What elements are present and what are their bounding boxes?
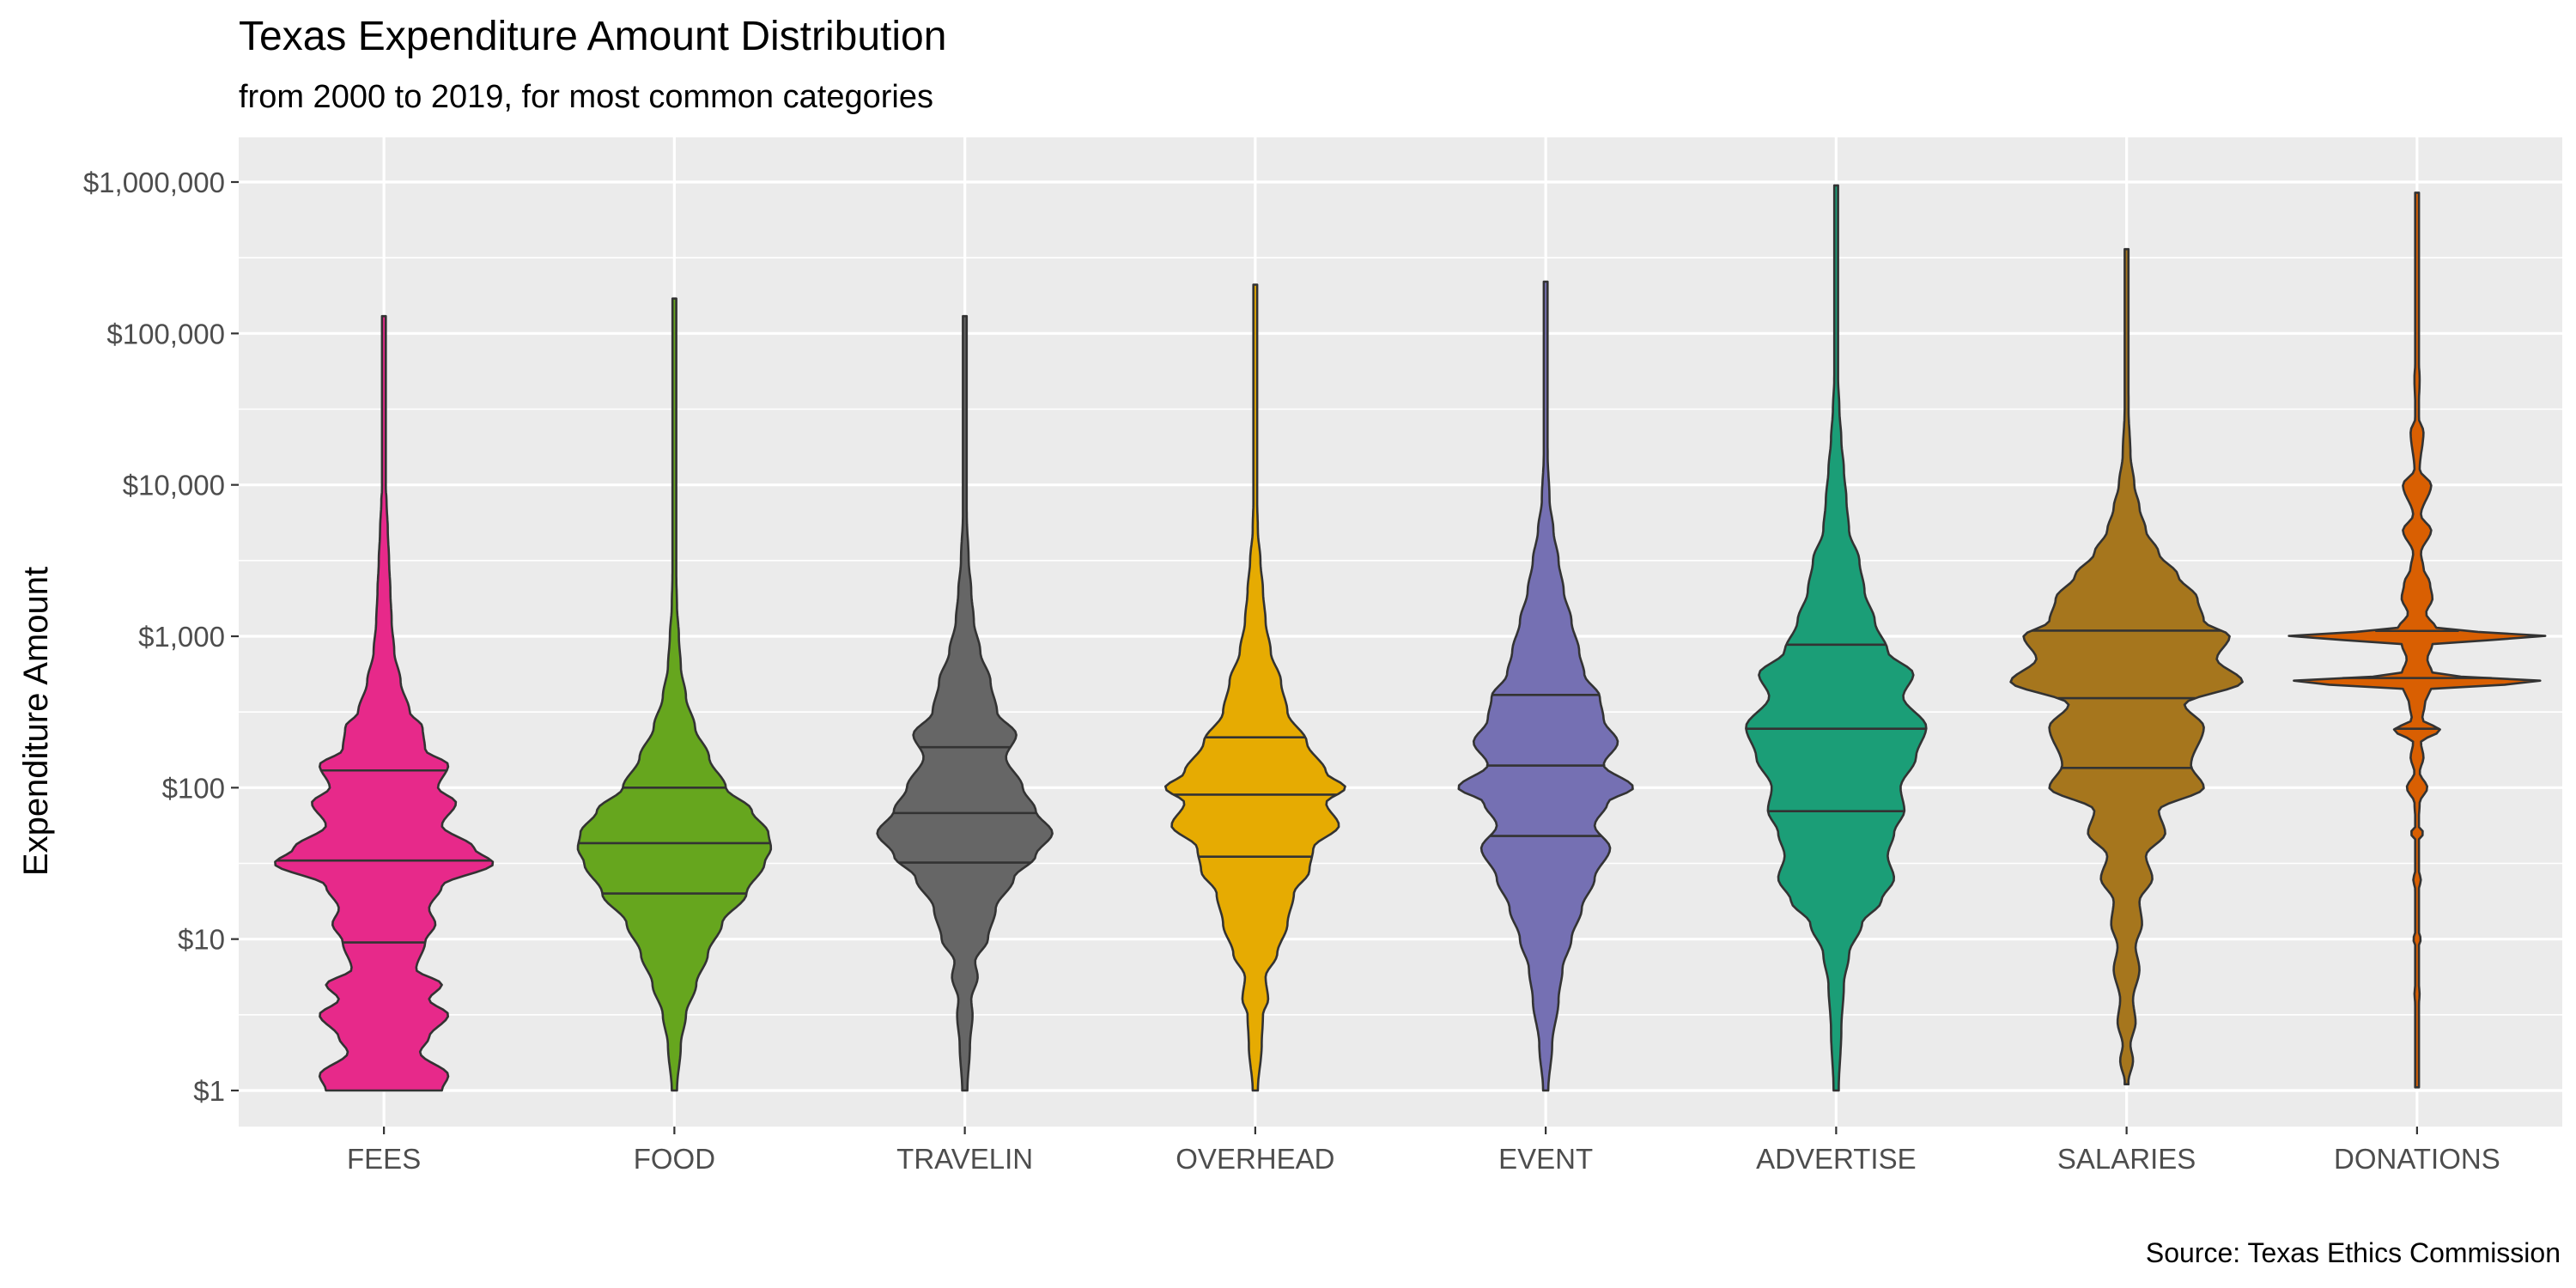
x-tick-label: TRAVELIN bbox=[896, 1143, 1033, 1175]
violin-food bbox=[576, 297, 773, 1092]
x-axis-ticks: FEES FOOD TRAVELIN OVERHEAD EVENT ADVERTISE SA… bbox=[347, 1127, 2500, 1175]
x-tick-label: FEES bbox=[347, 1143, 421, 1175]
x-tick-label: EVENT bbox=[1498, 1143, 1593, 1175]
y-tick-label: $1,000,000 bbox=[83, 167, 225, 198]
y-axis-label: Expenditure Amount bbox=[17, 567, 55, 876]
x-tick-label: OVERHEAD bbox=[1176, 1143, 1334, 1175]
violin-overhead bbox=[1164, 283, 1346, 1092]
violins bbox=[274, 184, 2547, 1092]
violin-body bbox=[2287, 191, 2547, 1089]
y-axis-ticks: $1 $10 $100 $1,000 $10,000 $100,000 $1,000,000 bbox=[83, 167, 239, 1107]
x-tick-label: SALARIES bbox=[2057, 1143, 2196, 1175]
y-tick-label: $1 bbox=[193, 1075, 225, 1107]
violin-body bbox=[274, 314, 495, 1092]
y-tick-label: $100 bbox=[162, 772, 225, 804]
x-tick-label: ADVERTISE bbox=[1756, 1143, 1916, 1175]
violin-body bbox=[1745, 184, 1928, 1092]
violin-body bbox=[1164, 283, 1346, 1092]
violin-event bbox=[1457, 280, 1634, 1092]
x-tick-label: FOOD bbox=[634, 1143, 715, 1175]
violin-body bbox=[876, 314, 1054, 1092]
chart-caption: Source: Texas Ethics Commission bbox=[2146, 1237, 2561, 1268]
violin-travelin bbox=[876, 314, 1054, 1092]
violin-fees bbox=[274, 314, 495, 1092]
violin-body bbox=[1457, 280, 1634, 1092]
y-tick-label: $1,000 bbox=[138, 621, 225, 653]
x-tick-label: DONATIONS bbox=[2334, 1143, 2500, 1175]
violin-advertise bbox=[1745, 184, 1928, 1092]
y-tick-label: $10,000 bbox=[123, 470, 225, 501]
violin-body bbox=[2009, 247, 2244, 1085]
chart-title: Texas Expenditure Amount Distribution bbox=[239, 14, 946, 59]
chart-subtitle: from 2000 to 2019, for most common categ… bbox=[239, 79, 933, 115]
violin-salaries bbox=[2009, 247, 2244, 1085]
y-tick-label: $10 bbox=[178, 924, 225, 956]
violin-donations bbox=[2287, 191, 2547, 1089]
y-tick-label: $100,000 bbox=[106, 318, 225, 349]
